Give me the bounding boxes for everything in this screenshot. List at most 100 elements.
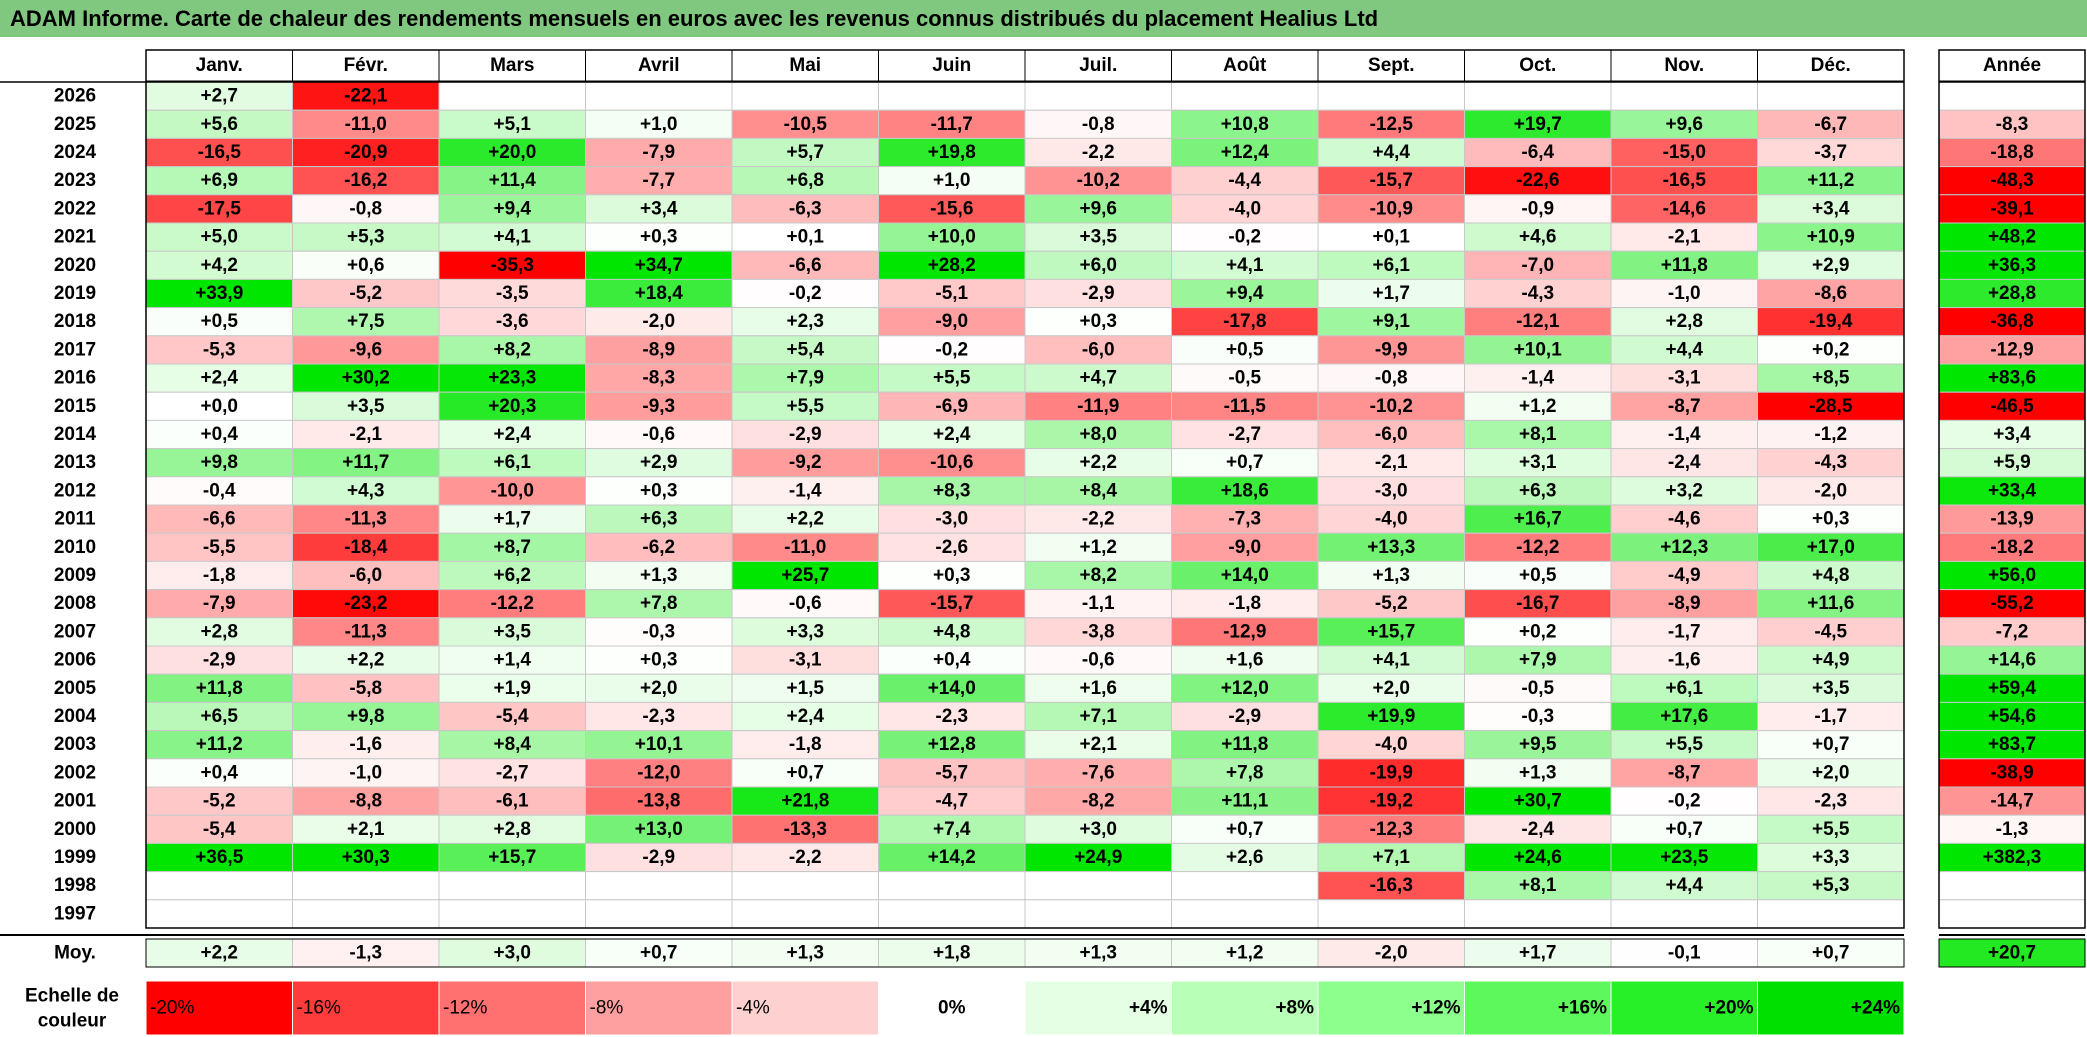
annual-value: +56,0 <box>1988 565 2036 586</box>
heatmap-cell <box>292 166 440 196</box>
heatmap-cell <box>1464 560 1612 591</box>
cell-value: -2,1 <box>349 424 382 445</box>
heatmap-cell <box>585 194 733 224</box>
annual-frame <box>1938 49 2086 929</box>
heatmap-cell <box>292 335 440 365</box>
heatmap-cell <box>1171 617 1319 647</box>
month-header-label: Oct. <box>1519 55 1556 76</box>
cell-value: +1,3 <box>1372 565 1410 586</box>
average-value: -1,3 <box>349 943 382 964</box>
heatmap-cell <box>1317 419 1465 450</box>
heatmap-cell <box>292 758 440 788</box>
cell-value: -2,2 <box>1082 142 1115 163</box>
cell-value: +0,5 <box>1226 339 1264 360</box>
cell-value: +0,1 <box>1372 227 1410 248</box>
heatmap-cell <box>731 222 879 252</box>
cell-value: +12,0 <box>1221 678 1269 699</box>
year-label: 2014 <box>54 424 97 445</box>
heatmap-cell <box>1757 673 1905 703</box>
cell-value: +8,4 <box>1079 480 1117 501</box>
cell-value: +2,4 <box>786 706 824 727</box>
cell-value: +1,3 <box>1519 762 1557 783</box>
annual-value: -39,1 <box>1990 198 2034 219</box>
cell-value: -4,6 <box>1668 509 1701 530</box>
heatmap-cell <box>1757 504 1905 534</box>
cell-value: -4,9 <box>1668 565 1701 586</box>
cell-value: -0,6 <box>642 424 675 445</box>
heatmap-cell <box>1024 363 1172 393</box>
heatmap-cell <box>878 476 1026 506</box>
average-value: +1,3 <box>786 943 824 964</box>
cell-value: +3,1 <box>1519 452 1557 473</box>
heatmap-cell <box>585 814 733 844</box>
year-label: 2022 <box>54 198 96 219</box>
heatmap-cell <box>1757 335 1905 365</box>
cell-value: +5,0 <box>200 227 238 248</box>
cell-value: +0,4 <box>933 650 971 671</box>
heatmap-cell <box>1610 589 1758 619</box>
heatmap-cell <box>1171 335 1319 365</box>
cell-value: +3,0 <box>1079 819 1117 840</box>
cell-value: -1,8 <box>1228 593 1261 614</box>
scale-swatch <box>292 980 440 1036</box>
heatmap-cell <box>731 645 879 675</box>
cell-value: +4,9 <box>1812 650 1850 671</box>
cell-value: +0,1 <box>786 227 824 248</box>
cell-value: -5,4 <box>496 706 529 727</box>
heatmap-cell <box>585 278 733 309</box>
cell-value: -3,6 <box>496 311 529 332</box>
cell-value: -3,5 <box>496 283 529 304</box>
heatmap-cell <box>585 307 733 337</box>
heatmap-cell <box>1464 532 1612 562</box>
month-header-label: Avril <box>638 55 680 76</box>
cell-value: -0,6 <box>789 593 822 614</box>
cell-value: +4,7 <box>1079 368 1117 389</box>
cell-value: +3,5 <box>347 396 385 417</box>
annual-value: -48,3 <box>1990 170 2033 191</box>
cell-value: +10,9 <box>1807 227 1855 248</box>
heatmap-cell <box>145 81 293 111</box>
year-label: 2018 <box>54 311 96 332</box>
cell-value: -20,9 <box>344 142 387 163</box>
cell-value: -8,7 <box>1668 396 1701 417</box>
cell-value: -3,1 <box>1668 368 1701 389</box>
heatmap-cell <box>878 278 1026 309</box>
cell-value: -4,0 <box>1375 509 1408 530</box>
heatmap-cell <box>731 137 879 168</box>
cell-value: +2,7 <box>200 86 238 107</box>
heatmap-cell <box>731 363 879 393</box>
heatmap-cell <box>585 871 733 901</box>
cell-value: -12,2 <box>1516 537 1559 558</box>
cell-value: +14,0 <box>1221 565 1269 586</box>
heatmap-cell <box>1464 730 1612 760</box>
heatmap-cell <box>1317 673 1465 703</box>
heatmap-cell <box>731 419 879 450</box>
year-label: 2015 <box>54 396 97 417</box>
heatmap-cell <box>878 307 1026 337</box>
annual-value: -7,2 <box>1996 621 2029 642</box>
heatmap-cell <box>292 391 440 421</box>
cell-value: -5,8 <box>349 678 382 699</box>
cell-value: +11,8 <box>1661 255 1708 276</box>
year-label: 1997 <box>54 903 96 924</box>
heatmap-cell <box>145 391 293 421</box>
cell-value: -2,0 <box>1814 480 1847 501</box>
heatmap-body: 2026 +2,7 -22,1 2025 +5,6 -11,0 +5,1 +1,0 -10,5 -… <box>54 81 2086 929</box>
heatmap-cell <box>1171 814 1319 844</box>
heatmap-cell <box>1757 222 1905 252</box>
cell-value: -7,3 <box>1228 509 1261 530</box>
month-header-label: Juil. <box>1079 55 1117 76</box>
cell-value: +4,1 <box>1226 255 1264 276</box>
cell-value: -0,3 <box>642 621 675 642</box>
cell-value: -23,2 <box>344 593 387 614</box>
cell-value: -1,0 <box>349 762 382 783</box>
cell-value: -2,4 <box>1521 819 1554 840</box>
annual-value: -18,8 <box>1990 142 2033 163</box>
cell-value: +3,4 <box>640 198 678 219</box>
month-header-cell <box>1024 49 1172 82</box>
annual-cell <box>1938 81 2086 111</box>
heatmap-cell <box>1610 335 1758 365</box>
year-label: 1998 <box>54 875 96 896</box>
cell-value: -2,9 <box>203 650 236 671</box>
cell-value: -6,0 <box>1375 424 1408 445</box>
